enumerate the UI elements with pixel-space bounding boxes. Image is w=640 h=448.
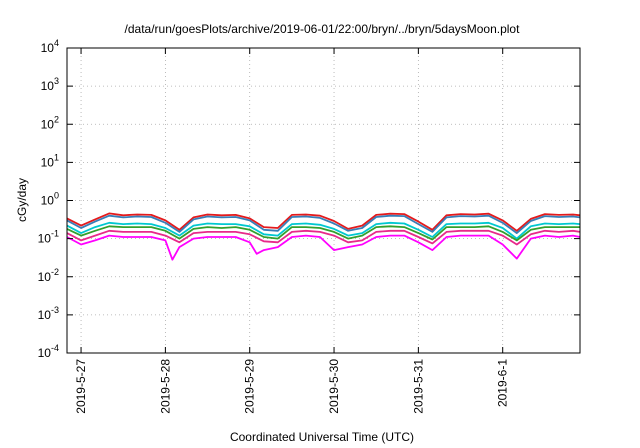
series-line-3 [66, 221, 581, 240]
x-tick-label: 2019-5-29 [243, 359, 257, 414]
x-tick-label: 2019-5-27 [74, 359, 88, 414]
series-line-2 [66, 214, 581, 235]
y-tick-label: 100 [41, 191, 59, 208]
x-axis-label: Coordinated Universal Time (UTC) [230, 430, 414, 444]
x-tick-label: 2019-5-31 [411, 359, 425, 414]
y-tick-label: 10-2 [38, 267, 59, 284]
series-line-5 [66, 229, 581, 246]
series-layer [66, 212, 581, 261]
series-line-6 [66, 234, 581, 261]
y-tick-label: 103 [41, 76, 59, 93]
grid [67, 48, 580, 353]
series-line-4 [66, 225, 580, 242]
y-tick-label: 101 [41, 152, 59, 169]
y-axis-label: cGy/day [15, 178, 29, 222]
x-tick-label: 2019-5-28 [158, 359, 172, 414]
y-tick-label: 10-3 [38, 305, 59, 322]
y-tick-label: 104 [41, 38, 59, 55]
y-tick-label: 102 [41, 114, 59, 131]
y-axis: 104 103 102 101 100 10-1 10-2 10-3 10-4 [38, 38, 580, 360]
x-tick-label: 2019-6-1 [496, 359, 510, 407]
x-axis: 2019-5-27 2019-5-28 2019-5-29 2019-5-30 2019… [74, 48, 510, 414]
series-line-1 [66, 212, 581, 232]
x-tick-label: 2019-5-30 [327, 359, 341, 414]
y-tick-label: 10-4 [38, 343, 59, 360]
y-tick-label: 10-1 [38, 229, 59, 246]
chart-title: /data/run/goesPlots/archive/2019-06-01/2… [125, 22, 521, 36]
